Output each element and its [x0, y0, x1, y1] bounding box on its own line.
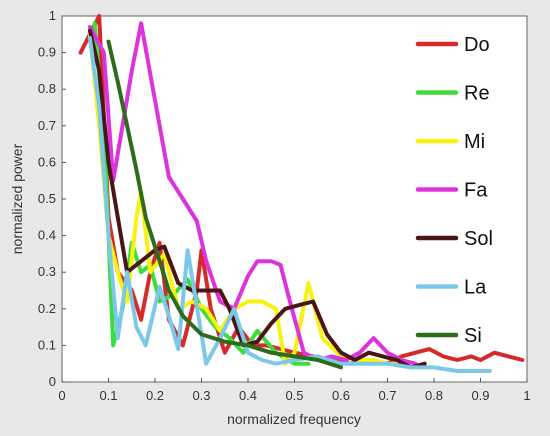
x-tick-label: 0.1: [99, 388, 117, 403]
legend-label-fa: Fa: [464, 180, 488, 202]
axes-layer: 0 0.1 0.2 0.3 0.4 0.5 0.6 0.7 0.8 0.9 1 0 0.1 0.2 0.3 0…: [38, 8, 531, 403]
y-tick-label: 0.8: [38, 81, 56, 96]
y-tick-label: 0.3: [38, 264, 56, 279]
y-tick-label: 1: [49, 8, 56, 23]
y-tick-label: 0: [49, 374, 56, 389]
series-line-do: [78, 14, 525, 366]
y-tick-label: 0.4: [38, 228, 56, 243]
legend-label-la: La: [464, 277, 487, 299]
x-tick-label: 0.2: [146, 388, 164, 403]
legend-label-mi: Mi: [464, 131, 485, 153]
x-tick-label: 0.4: [239, 388, 257, 403]
y-tick-label: 0.1: [38, 337, 56, 352]
x-tick-label: 0.3: [192, 388, 210, 403]
series-layer: [78, 14, 525, 373]
series-line-la: [87, 36, 492, 373]
series-line-si: [106, 39, 343, 370]
x-tick-label: 0: [58, 388, 65, 403]
x-tick-label: 0.6: [332, 388, 350, 403]
x-tick-label: 0.9: [471, 388, 489, 403]
legend-label-sol: Sol: [464, 228, 493, 250]
x-axis-label: normalized frequency: [227, 411, 361, 427]
y-tick-label: 0.5: [38, 191, 56, 206]
legend: Do Re Mi Fa Sol La Si: [415, 34, 493, 347]
legend-label-re: Re: [464, 83, 490, 105]
x-tick-label: 1: [523, 388, 530, 403]
series-line-fa: [87, 21, 418, 366]
y-tick-label: 0.7: [38, 118, 56, 133]
y-tick-label: 0.6: [38, 154, 56, 169]
y-axis-label: normalized power: [9, 143, 25, 254]
x-tick-label: 0.7: [378, 388, 396, 403]
y-tick-label: 0.9: [38, 45, 56, 60]
y-tick-label: 0.2: [38, 301, 56, 316]
x-tick-label: 0.5: [285, 388, 303, 403]
x-tick-label: 0.8: [425, 388, 443, 403]
legend-label-si: Si: [464, 325, 482, 347]
legend-label-do: Do: [464, 34, 490, 56]
